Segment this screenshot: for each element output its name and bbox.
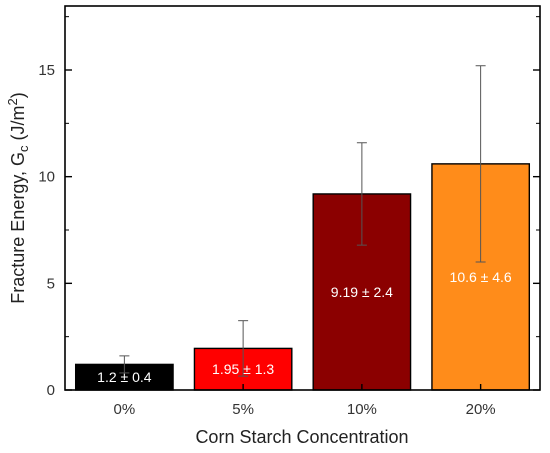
y-axis-title: Fracture Energy, Gc (J/m2)	[5, 92, 31, 303]
y-axis-ticks: 0 5 10 15	[38, 16, 540, 399]
data-label: 1.2 ± 0.4	[97, 369, 152, 385]
data-label: 1.95 ± 1.3	[212, 361, 274, 377]
x-tick-label: 20%	[466, 401, 496, 418]
labels: 0% 1.2 ± 0.4 5% 1.95 ± 1.3 10% 9.19 ± 2.4 20% 1…	[97, 269, 512, 418]
y-tick-label: 10	[38, 169, 55, 186]
y-tick-label: 5	[47, 275, 55, 292]
x-tick-label: 10%	[347, 401, 377, 418]
y-tick-label: 0	[47, 382, 55, 399]
plot-frame	[64, 5, 541, 391]
data-label: 9.19 ± 2.4	[331, 284, 393, 300]
x-axis-title: Corn Starch Concentration	[195, 427, 408, 447]
y-tick-label: 15	[38, 62, 55, 79]
data-label: 10.6 ± 4.6	[450, 269, 512, 285]
x-tick-label: 5%	[232, 401, 254, 418]
x-tick-label: 0%	[114, 401, 136, 418]
plot-area	[74, 65, 531, 391]
